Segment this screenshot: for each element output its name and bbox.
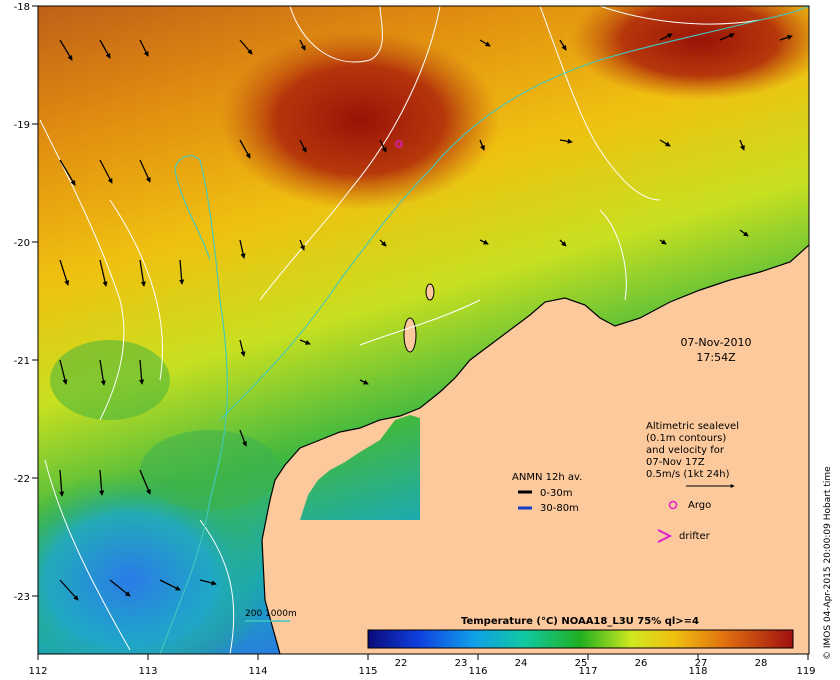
altimetry-line4: 07-Nov 17Z — [646, 457, 705, 468]
island-small — [425, 283, 435, 301]
timestamp-time: 17:54Z — [696, 351, 736, 364]
lon-tick: 118 — [688, 666, 707, 677]
colorbar: Temperature (°C) NOAA18_L3U 75% ql>=4 22… — [367, 616, 794, 669]
tick-marks — [32, 5, 809, 660]
lat-tick: -19 — [14, 120, 30, 131]
anmn-legend: ANMN 12h av. 0-30m 30-80m — [512, 472, 582, 514]
lon-tick: 116 — [468, 666, 487, 677]
exmouth-peninsula — [262, 500, 420, 654]
lat-tick: -23 — [14, 592, 30, 603]
lon-tick: 119 — [796, 666, 815, 677]
lat-tick: -20 — [14, 238, 30, 249]
colorbar-tick: 23 — [455, 658, 468, 669]
bathymetry-label: 200 1000m — [245, 609, 297, 619]
lon-tick: 114 — [248, 666, 267, 677]
float-legend: Argo drifter — [657, 500, 711, 543]
colorbar-tick: 26 — [635, 658, 648, 669]
colorbar-ramp — [367, 629, 794, 649]
lat-tick: -18 — [14, 2, 30, 13]
colorbar-tick: 28 — [755, 658, 768, 669]
anmn-shallow-label: 0-30m — [540, 488, 572, 499]
altimetry-legend: Altimetric sealevel (0.1m contours) and … — [646, 421, 739, 488]
lon-tick-labels: 112 113 114 115 116 117 118 119 — [28, 666, 815, 677]
barrow-island — [403, 317, 417, 353]
cool-pool — [38, 470, 270, 654]
colorbar-tick: 25 — [575, 658, 588, 669]
velocity-arrows — [59, 33, 793, 601]
colorbar-title: Temperature (°C) NOAA18_L3U 75% ql>=4 — [461, 616, 699, 627]
altimetry-line2: (0.1m contours) — [646, 433, 726, 444]
timestamp-date: 07-Nov-2010 — [680, 336, 751, 349]
colorbar-tick: 27 — [695, 658, 708, 669]
argo-float-marker — [395, 140, 403, 148]
lon-tick: 117 — [578, 666, 597, 677]
lon-tick: 115 — [358, 666, 377, 677]
plot-frame — [37, 5, 810, 655]
altimetry-line5: 0.5m/s (1kt 24h) — [646, 469, 730, 480]
argo-icon — [668, 500, 678, 510]
anmn-title: ANMN 12h av. — [512, 472, 582, 483]
altimetry-line1: Altimetric sealevel — [646, 421, 739, 432]
drifter-icon — [657, 529, 673, 543]
green-band — [50, 340, 170, 420]
lat-tick-labels: -18 -19 -20 -21 -22 -23 — [14, 2, 30, 603]
warm-core — [220, 30, 500, 210]
cool-pool-2 — [140, 430, 280, 510]
bathymetry-contours — [159, 6, 809, 654]
lon-tick: 112 — [28, 666, 47, 677]
altimetry-line3: and velocity for — [646, 445, 725, 456]
credit-text: © IMOS 04-Apr-2015 20:00:09 Hobart time — [823, 466, 833, 660]
colorbar-tick: 24 — [515, 658, 528, 669]
drifter-label: drifter — [679, 531, 711, 542]
sealevel-contours — [39, 6, 761, 654]
lat-tick: -21 — [14, 356, 30, 367]
lat-tick: -22 — [14, 474, 30, 485]
land-mass — [270, 245, 809, 654]
lon-tick: 113 — [138, 666, 157, 677]
argo-label: Argo — [688, 500, 711, 511]
anmn-deep-label: 30-80m — [540, 503, 579, 514]
coastline — [261, 244, 809, 654]
colorbar-tick: 22 — [395, 658, 408, 669]
bathymetry-legend: 200 1000m — [245, 609, 297, 622]
warm-core-ne — [570, 6, 809, 100]
